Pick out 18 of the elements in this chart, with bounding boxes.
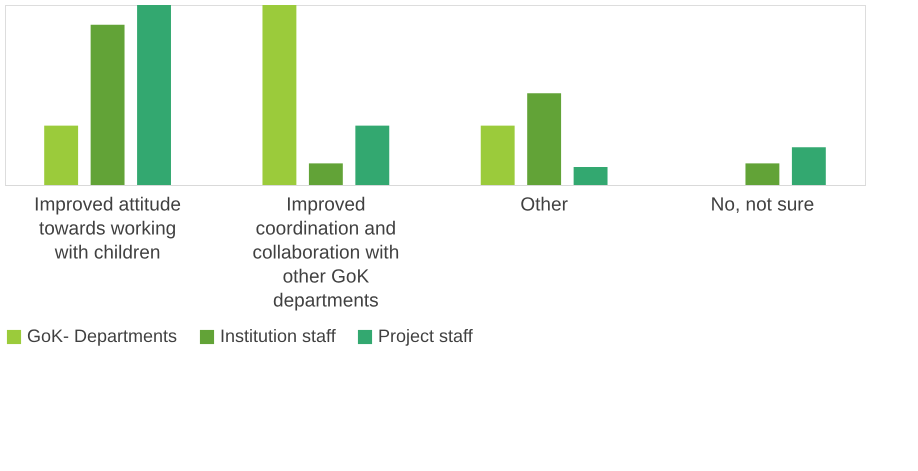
bar bbox=[480, 126, 515, 185]
bar bbox=[574, 167, 608, 185]
bar bbox=[308, 163, 343, 185]
legend-label: GoK- Departments bbox=[27, 326, 178, 346]
bar bbox=[792, 147, 826, 185]
x-tick-label: Improved attitude towards working with children bbox=[34, 194, 181, 264]
bar bbox=[137, 5, 171, 185]
bar bbox=[527, 93, 562, 185]
legend-label: Institution staff bbox=[220, 326, 337, 346]
x-tick-label: Other bbox=[520, 194, 569, 216]
bar bbox=[745, 163, 780, 185]
bar bbox=[262, 5, 296, 185]
bar bbox=[355, 126, 390, 185]
x-tick-label: Improved coordination and collaboration with other GoK departments bbox=[252, 194, 400, 312]
legend-label: Project staff bbox=[378, 326, 474, 346]
x-tick-label: No, not sure bbox=[710, 194, 814, 216]
bar bbox=[44, 126, 78, 185]
bar bbox=[90, 24, 125, 185]
